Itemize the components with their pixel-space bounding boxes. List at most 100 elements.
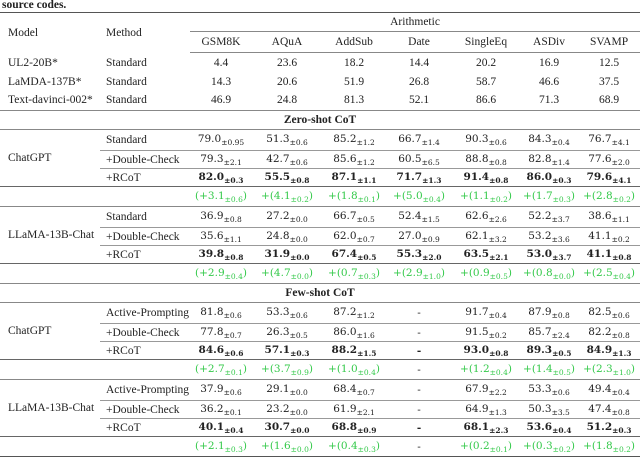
value-cell: 26.3±0.5 xyxy=(252,323,322,342)
value-cell: 89.3±0.5 xyxy=(520,341,578,360)
std-dev: ±3.6 xyxy=(551,234,570,244)
delta-label-blank xyxy=(0,359,190,380)
delta-label-blank xyxy=(0,186,190,207)
value-cell: 23.6 xyxy=(276,56,298,69)
value-cell: 16.9 xyxy=(538,56,560,69)
improvement-std: ±0.2 xyxy=(612,194,631,204)
value-cell: 90.3±0.6 xyxy=(452,130,520,151)
close-paren: ) xyxy=(308,189,313,202)
value: 68.1 xyxy=(463,420,490,433)
improvement-cell: +(4.1±0.2) xyxy=(252,186,322,207)
value: 85.7 xyxy=(528,325,552,338)
std-dev: ±0.6 xyxy=(223,311,242,320)
close-paren: ) xyxy=(507,189,512,202)
model-name: ChatGPT xyxy=(8,325,52,337)
value-cell: 53.0±3.7 xyxy=(520,245,578,264)
improvement-std: ±0.3 xyxy=(224,444,243,454)
value-cell: 53.3±0.6 xyxy=(252,303,322,324)
improvement-cell: (+2.1±0.3) xyxy=(190,436,252,457)
value: 53.3 xyxy=(266,306,290,318)
improvement-value: +(0.8 xyxy=(523,266,553,279)
improvement-value: +(0.9 xyxy=(460,266,490,279)
value-cell: 26.8 xyxy=(408,75,430,88)
value: 91.7 xyxy=(465,306,489,318)
value-cell: 39.8±0.8 xyxy=(190,245,252,264)
value-cell: 35.6±1.1 xyxy=(190,227,252,246)
value-cell: 47.4±0.8 xyxy=(578,400,640,419)
improvement-cell: (+2.9±0.4) xyxy=(190,263,252,284)
value: 62.6 xyxy=(465,210,489,222)
std-dev: ±0.7 xyxy=(356,388,375,397)
close-paren: ) xyxy=(242,266,247,279)
std-dev: ±3.2 xyxy=(488,234,507,244)
improvement-cell: +(0.9±0.5) xyxy=(452,263,520,284)
value-cell: 87.9±0.8 xyxy=(520,303,578,324)
std-dev: ±6.5 xyxy=(421,157,440,167)
method-name: Standard xyxy=(106,75,147,88)
method-name: +Double-Check xyxy=(100,400,190,419)
value: 26.3 xyxy=(266,325,290,338)
improvement-std: ±0.5 xyxy=(489,271,508,281)
improvement-cell: +(1.4±0.5) xyxy=(520,359,578,380)
std-dev: ±0.5 xyxy=(289,330,308,340)
table-row: LLaMA-13B-Chat Active-Prompting 37.9±0.6 29… xyxy=(0,379,640,437)
value-cell: 84.9±1.3 xyxy=(578,341,640,360)
improvement-value: +(5.0 xyxy=(393,189,423,202)
std-dev: ±2.0 xyxy=(422,252,442,262)
table-row: Few-shot CoT xyxy=(0,283,640,303)
value-cell: 12.5 xyxy=(598,56,620,69)
improvement-value: +(2.9 xyxy=(393,266,423,279)
value-cell: 52.4±1.5 xyxy=(386,206,452,228)
value-cell: 82.2±0.8 xyxy=(578,323,640,342)
value-cell: 66.7±1.4 xyxy=(386,130,452,151)
improvement-value: +(1.2 xyxy=(460,362,490,375)
method-name: +Double-Check xyxy=(100,323,190,342)
std-dev: ±0.8 xyxy=(489,175,509,185)
value: 24.8 xyxy=(266,229,290,242)
method-name: Standard xyxy=(100,206,190,228)
improvement-std: ±0.2 xyxy=(489,194,508,204)
std-dev: ±0.8 xyxy=(551,311,570,320)
value-cell: 88.2±1.5 xyxy=(322,341,386,360)
improvement-std: ±0.3 xyxy=(357,271,376,281)
std-dev: ±0.6 xyxy=(224,348,244,358)
improvement-std: ±0.4 xyxy=(422,194,441,204)
value-cell: - xyxy=(386,379,452,401)
table-row: +Double-Check 35.6±1.1 24.8±0.0 62.0±0.7 27.… xyxy=(0,227,640,246)
value: 52.2 xyxy=(528,210,552,222)
value-cell: 79.3±2.1 xyxy=(190,150,252,169)
value: 71.7 xyxy=(396,170,423,183)
table-row: ChatGPT Active-Prompting 81.8±0.6 53.3±0.6 8… xyxy=(0,303,640,337)
improvement-value: +(1.1 xyxy=(460,189,490,202)
value-cell: 27.2±0.0 xyxy=(252,206,322,228)
close-paren: ) xyxy=(507,266,512,279)
value-cell: 53.6±0.4 xyxy=(520,418,578,437)
improvement-std: ±0.1 xyxy=(224,367,243,377)
std-dev: ±3.7 xyxy=(551,215,570,224)
improvement-std: ±0.3 xyxy=(357,444,376,454)
value: - xyxy=(417,307,421,319)
improvement-cell: +(1.8±0.2) xyxy=(578,436,640,457)
value: 52.4 xyxy=(398,210,422,222)
header-column: AddSub xyxy=(322,31,386,53)
std-dev: ±0.4 xyxy=(552,425,572,435)
value: 53.6 xyxy=(526,420,553,433)
table-row: +RCoT 84.6±0.6 57.1±0.3 88.2±1.5-93.0±0.8 89… xyxy=(0,341,640,360)
improvement-cell: +(2.3±1.0) xyxy=(578,359,640,380)
std-dev: ±1.3 xyxy=(612,348,632,358)
method-name: Active-Prompting xyxy=(100,379,190,401)
improvement-std: ±0.0 xyxy=(290,444,309,454)
value-cell: - xyxy=(386,418,452,437)
std-dev: ±1.1 xyxy=(223,234,242,244)
value: 68.8 xyxy=(331,420,358,433)
value: 77.6 xyxy=(588,152,612,165)
value: 82.5 xyxy=(588,306,612,318)
model-name: LaMDA-137B* xyxy=(8,75,82,88)
table-row: LaMDA-137B* Standard 14.3 20.6 51.9 26.8 58.7 4… xyxy=(0,73,640,91)
value-cell: 4.4 xyxy=(213,56,229,69)
delta-label-blank xyxy=(0,263,190,284)
value-cell: - xyxy=(386,341,452,360)
std-dev: ±0.8 xyxy=(223,215,242,224)
std-dev: ±0.4 xyxy=(488,311,507,320)
method-name: +Double-Check xyxy=(100,150,190,169)
